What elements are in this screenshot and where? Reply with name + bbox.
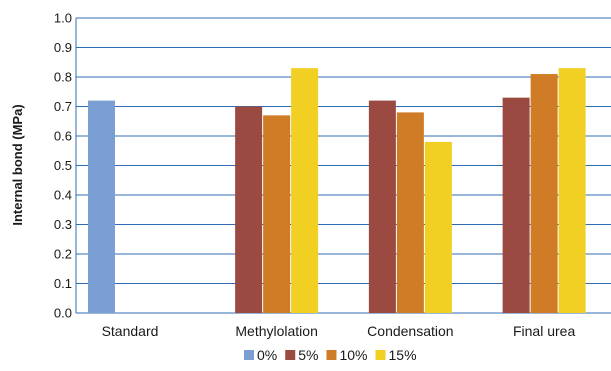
y-tick-label: 0.4: [54, 188, 72, 203]
bars: [88, 68, 586, 314]
legend-label: 0%: [257, 347, 277, 363]
legend-swatch: [326, 350, 337, 360]
y-tick-label: 0.0: [54, 306, 72, 321]
bar-methylolation-15pct: [291, 68, 319, 314]
y-tick-label: 0.1: [54, 276, 72, 291]
y-tick-label: 0.7: [54, 99, 72, 114]
bar-methylolation-10pct: [263, 115, 291, 313]
y-tick-label: 0.3: [54, 217, 72, 232]
bar-final-urea-5pct: [502, 97, 530, 314]
legend-swatch: [244, 350, 254, 360]
x-tick-label: Methylolation: [235, 323, 318, 339]
y-tick-label: 0.8: [54, 70, 72, 85]
legend-label: 10%: [339, 347, 367, 363]
x-tick-label: Condensation: [367, 323, 453, 339]
gridlines: [76, 17, 611, 314]
y-tick-label: 1.0: [54, 11, 72, 26]
bar-condensation-10pct: [396, 112, 424, 314]
bar-condensation-15pct: [424, 141, 452, 313]
y-tick-label: 0.5: [54, 158, 72, 173]
legend-label: 5%: [298, 347, 318, 363]
y-tick-label: 0.6: [54, 129, 72, 144]
y-axis-label: Internal bond (MPa): [10, 104, 25, 225]
x-tick-label: Standard: [102, 323, 159, 339]
legend: 0% 5% 10% 15%: [244, 347, 417, 363]
axes: 0.0 0.1 0.2 0.3 0.4 0.5 0.6 0.7 0.8 0.9 1.0 Standar…: [54, 11, 576, 340]
y-tick-label: 0.9: [54, 40, 72, 55]
y-tick-label: 0.2: [54, 247, 72, 262]
bar-final-urea-10pct: [530, 74, 558, 313]
bar-standard-0pct: [88, 100, 115, 313]
bar-final-urea-15pct: [558, 68, 586, 314]
legend-swatch: [375, 350, 386, 360]
legend-swatch: [285, 350, 296, 360]
legend-label: 15%: [389, 347, 417, 363]
x-tick-label: Final urea: [513, 323, 575, 339]
bar-condensation-5pct: [368, 100, 396, 313]
bar-methylolation-5pct: [235, 106, 263, 313]
